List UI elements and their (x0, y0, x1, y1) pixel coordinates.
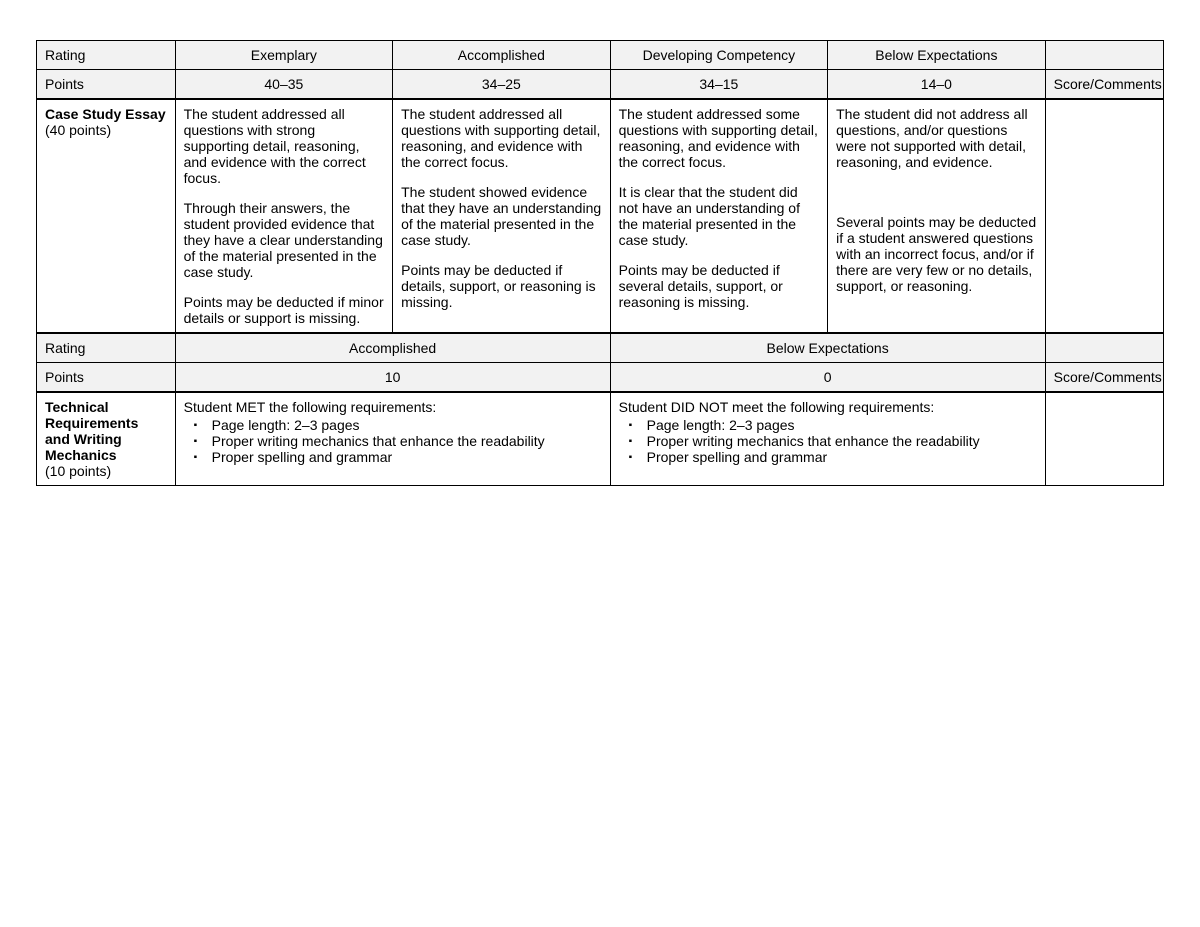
level-developing: Developing Competency (610, 41, 828, 70)
s2-points-row: Points 10 0 Score/Comments (37, 363, 1164, 393)
points-range: 0 (610, 363, 1045, 393)
cell-below: The student did not address all question… (828, 99, 1046, 333)
requirements-list: Page length: 2–3 pages Proper writing me… (184, 417, 602, 465)
criterion-title: Technical Requirements and Writing Mecha… (45, 399, 138, 463)
criterion-title: Case Study Essay (45, 106, 166, 122)
list-item: Proper writing mechanics that enhance th… (212, 433, 602, 449)
level-exemplary: Exemplary (175, 41, 393, 70)
level-accomplished: Accomplished (393, 41, 611, 70)
requirements-list: Page length: 2–3 pages Proper writing me… (619, 417, 1037, 465)
para: Several points may be deducted if a stud… (836, 214, 1037, 294)
intro-text: Student MET the following requirements: (184, 399, 437, 415)
s1-rating-row: Rating Exemplary Accomplished Developing… (37, 41, 1164, 70)
s1-points-row: Points 40–35 34–25 34–15 14–0 Score/Comm… (37, 70, 1164, 100)
level-below: Below Expectations (610, 333, 1045, 363)
list-item: Proper spelling and grammar (647, 449, 1037, 465)
para: The student showed evidence that they ha… (401, 184, 602, 248)
para: It is clear that the student did not hav… (619, 184, 820, 248)
points-label: Points (37, 363, 176, 393)
cell-developing: The student addressed some questions wit… (610, 99, 828, 333)
para: The student addressed all questions with… (401, 106, 602, 170)
list-item: Proper writing mechanics that enhance th… (647, 433, 1037, 449)
points-range: 34–25 (393, 70, 611, 100)
cell-accomplished: The student addressed all questions with… (393, 99, 611, 333)
para: The student addressed all questions with… (184, 106, 385, 186)
level-below: Below Expectations (828, 41, 1046, 70)
cell-notmet: Student DID NOT meet the following requi… (610, 392, 1045, 486)
points-range: 10 (175, 363, 610, 393)
para (836, 184, 1037, 200)
cell-met: Student MET the following requirements: … (175, 392, 610, 486)
points-range: 14–0 (828, 70, 1046, 100)
s2-rating-row: Rating Accomplished Below Expectations (37, 333, 1164, 363)
cell-exemplary: The student addressed all questions with… (175, 99, 393, 333)
criterion-points: (40 points) (45, 122, 111, 138)
criterion-points: (10 points) (45, 463, 111, 479)
score-comments-header: Score/Comments (1045, 363, 1163, 393)
score-comments-cell (1045, 392, 1163, 486)
s2-criterion-row: Technical Requirements and Writing Mecha… (37, 392, 1164, 486)
points-range: 40–35 (175, 70, 393, 100)
points-label: Points (37, 70, 176, 100)
intro-text: Student DID NOT meet the following requi… (619, 399, 935, 415)
rating-label: Rating (37, 41, 176, 70)
rubric-table: Rating Exemplary Accomplished Developing… (36, 40, 1164, 486)
para: Points may be deducted if minor details … (184, 294, 385, 326)
criterion-label-cell: Case Study Essay (40 points) (37, 99, 176, 333)
s1-criterion-row: Case Study Essay (40 points) The student… (37, 99, 1164, 333)
rating-label: Rating (37, 333, 176, 363)
para: The student addressed some questions wit… (619, 106, 820, 170)
empty-cell (1045, 333, 1163, 363)
empty-cell (1045, 41, 1163, 70)
points-range: 34–15 (610, 70, 828, 100)
para: Points may be deducted if details, suppo… (401, 262, 602, 310)
para: The student did not address all question… (836, 106, 1037, 170)
level-accomplished: Accomplished (175, 333, 610, 363)
score-comments-header: Score/Comments (1045, 70, 1163, 100)
list-item: Page length: 2–3 pages (647, 417, 1037, 433)
list-item: Page length: 2–3 pages (212, 417, 602, 433)
para: Points may be deducted if several detail… (619, 262, 820, 310)
score-comments-cell (1045, 99, 1163, 333)
para: Through their answers, the student provi… (184, 200, 385, 280)
criterion-label-cell: Technical Requirements and Writing Mecha… (37, 392, 176, 486)
list-item: Proper spelling and grammar (212, 449, 602, 465)
